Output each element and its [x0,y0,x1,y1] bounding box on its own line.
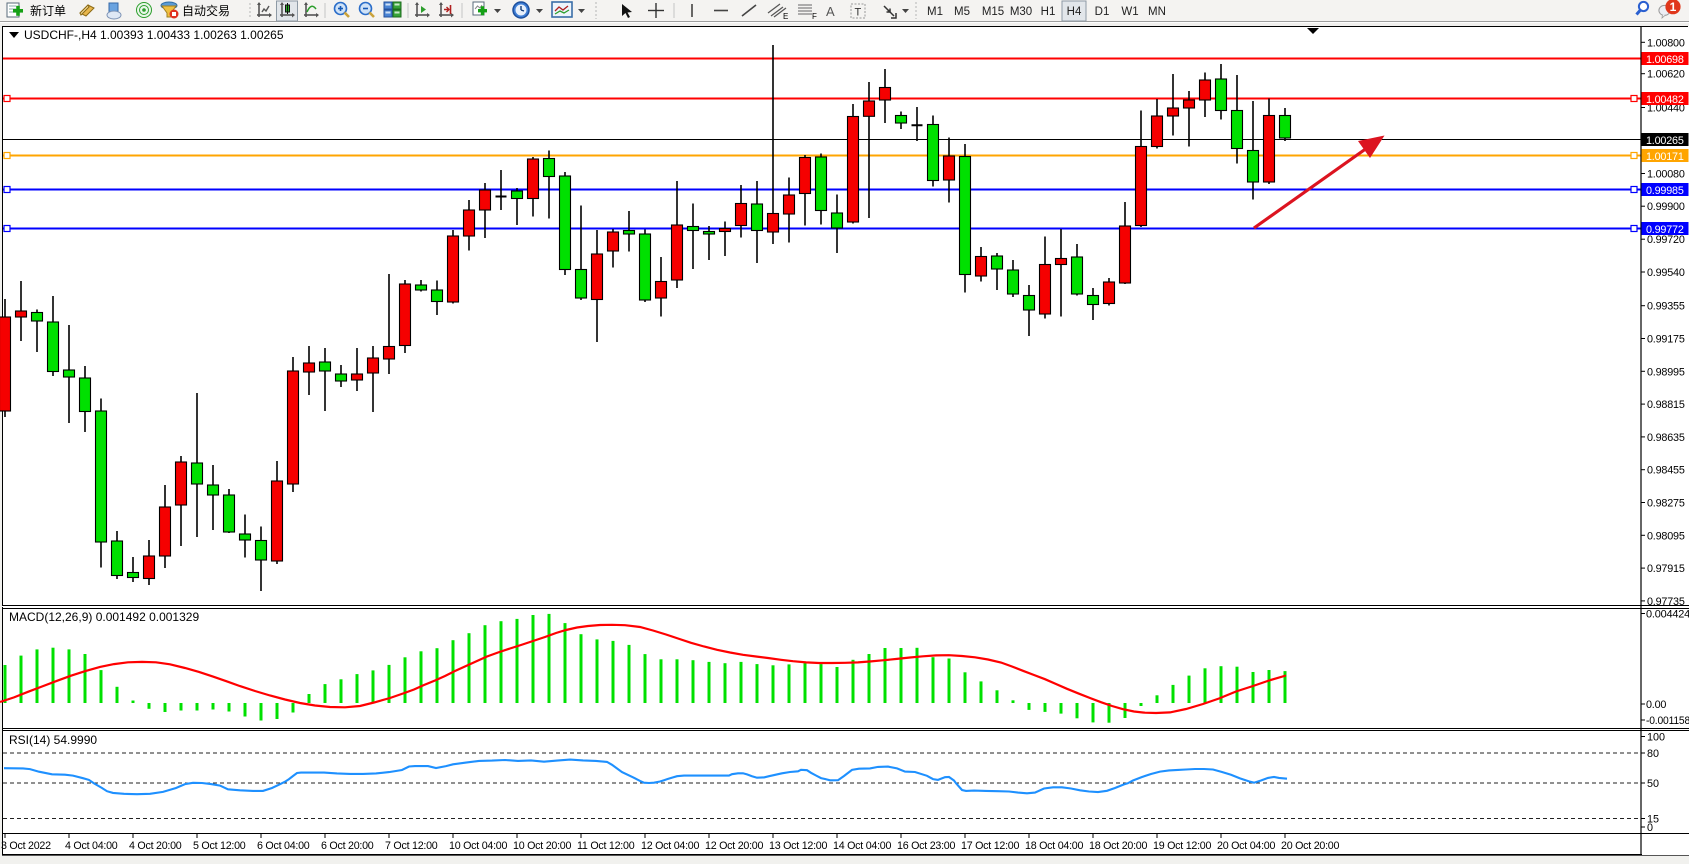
svg-text:0.99355: 0.99355 [1647,301,1685,313]
svg-text:0.00: 0.00 [1646,699,1666,711]
svg-text:1.00482: 1.00482 [1646,94,1684,106]
svg-text:H1: H1 [1041,6,1056,18]
svg-text:0: 0 [1647,822,1653,834]
svg-text:12 Oct 20:00: 12 Oct 20:00 [705,840,764,852]
svg-text:6 Oct 04:00: 6 Oct 04:00 [257,840,310,852]
svg-text:18 Oct 04:00: 18 Oct 04:00 [1025,840,1084,852]
svg-text:M30: M30 [1010,6,1032,18]
svg-text:新订单: 新订单 [30,3,66,18]
svg-text:80: 80 [1647,748,1659,760]
svg-text:T: T [855,7,862,19]
svg-text:1.00800: 1.00800 [1647,37,1685,49]
svg-text:10 Oct 20:00: 10 Oct 20:00 [513,840,572,852]
svg-text:12 Oct 04:00: 12 Oct 04:00 [641,840,700,852]
svg-text:1.00171: 1.00171 [1646,151,1684,163]
svg-text:0.98635: 0.98635 [1647,432,1685,444]
svg-text:0.99772: 0.99772 [1646,224,1684,236]
svg-text:A: A [826,4,835,19]
svg-text:1: 1 [1670,0,1677,14]
svg-text:100: 100 [1647,732,1665,744]
svg-text:19 Oct 12:00: 19 Oct 12:00 [1153,840,1212,852]
svg-text:0.99175: 0.99175 [1647,334,1685,346]
svg-text:0.98275: 0.98275 [1647,498,1685,510]
svg-text:E: E [783,12,788,21]
svg-text:D1: D1 [1095,6,1110,18]
svg-text:17 Oct 12:00: 17 Oct 12:00 [961,840,1020,852]
svg-text:1.00620: 1.00620 [1647,69,1685,81]
svg-text:0.98095: 0.98095 [1647,530,1685,542]
svg-text:15: 15 [1647,814,1659,826]
svg-text:50: 50 [1647,778,1659,790]
svg-text:0.99540: 0.99540 [1647,267,1685,279]
svg-text:13 Oct 12:00: 13 Oct 12:00 [769,840,828,852]
svg-text:0.98995: 0.98995 [1647,366,1685,378]
svg-text:0.98455: 0.98455 [1647,465,1685,477]
svg-text:6 Oct 20:00: 6 Oct 20:00 [321,840,374,852]
svg-text:1.00080: 1.00080 [1647,169,1685,181]
svg-text:MN: MN [1148,6,1166,18]
svg-text:11 Oct 12:00: 11 Oct 12:00 [577,840,635,852]
svg-text:20 Oct 04:00: 20 Oct 04:00 [1217,840,1276,852]
svg-text:W1: W1 [1121,6,1138,18]
svg-text:H4: H4 [1067,6,1082,18]
svg-text:3 Oct 2022: 3 Oct 2022 [1,840,51,852]
svg-text:0.97735: 0.97735 [1647,596,1685,608]
svg-text:14 Oct 04:00: 14 Oct 04:00 [833,840,892,852]
svg-text:M15: M15 [982,6,1004,18]
svg-text:USDCHF-,H4 1.00393 1.00433 1.: USDCHF-,H4 1.00393 1.00433 1.00263 1.002… [24,28,284,42]
svg-text:0.98815: 0.98815 [1647,399,1685,411]
svg-text:18 Oct 20:00: 18 Oct 20:00 [1089,840,1148,852]
svg-text:F: F [812,12,817,21]
svg-text:MACD(12,26,9) 0.001492 0.00132: MACD(12,26,9) 0.001492 0.001329 [9,610,199,624]
svg-text:1.00698: 1.00698 [1646,54,1684,66]
svg-text:-0.001158: -0.001158 [1646,715,1689,727]
svg-text:RSI(14) 54.9990: RSI(14) 54.9990 [9,733,97,747]
svg-text:0.99985: 0.99985 [1646,185,1684,197]
svg-text:0.99900: 0.99900 [1647,201,1685,213]
svg-text:0.97915: 0.97915 [1647,563,1685,575]
svg-text:自动交易: 自动交易 [182,3,230,18]
svg-text:M1: M1 [927,6,943,18]
svg-text:1.00440: 1.00440 [1647,103,1685,115]
svg-text:5 Oct 12:00: 5 Oct 12:00 [193,840,246,852]
svg-text:M5: M5 [954,6,970,18]
svg-text:0.99720: 0.99720 [1647,234,1685,246]
svg-text:10 Oct 04:00: 10 Oct 04:00 [449,840,508,852]
svg-text:20 Oct 20:00: 20 Oct 20:00 [1281,840,1340,852]
svg-text:4 Oct 04:00: 4 Oct 04:00 [65,840,118,852]
svg-text:4 Oct 20:00: 4 Oct 20:00 [129,840,182,852]
svg-text:7 Oct 12:00: 7 Oct 12:00 [385,840,438,852]
svg-text:0.004424: 0.004424 [1646,609,1689,621]
svg-text:1.00265: 1.00265 [1646,135,1684,147]
svg-text:16 Oct 23:00: 16 Oct 23:00 [897,840,956,852]
